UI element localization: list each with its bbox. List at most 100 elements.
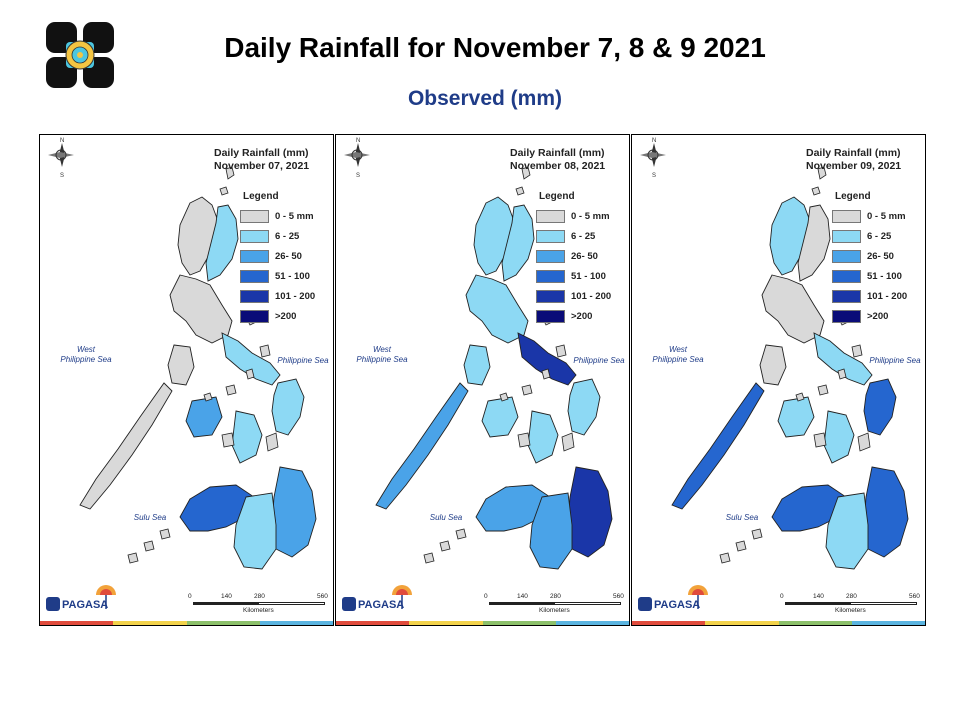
stripe-segment (778, 621, 852, 625)
minor-island (221, 432, 235, 448)
compass-s-label: S (356, 173, 360, 179)
scale-tick-label: 0 (188, 593, 192, 600)
legend-label: 0 - 5 mm (571, 211, 610, 222)
minor-island (265, 432, 279, 452)
color-stripe (632, 621, 925, 625)
minor-island (857, 432, 871, 452)
pagasa-emblem-icon (638, 585, 708, 611)
stripe-segment (632, 621, 706, 625)
legend-swatch (240, 290, 269, 303)
legend-item: 26- 50 (240, 249, 330, 265)
region-samar (271, 378, 305, 436)
legend-label: 51 - 100 (275, 271, 310, 282)
minor-island (555, 344, 567, 358)
minor-island (127, 552, 139, 564)
stripe-segment (851, 621, 925, 625)
philippines-map: NS (640, 138, 909, 570)
region-cagayan-valley (797, 204, 831, 282)
legend-label: 26- 50 (867, 251, 894, 262)
stripe-segment (705, 621, 779, 625)
scale-tick-label: 280 (254, 593, 265, 600)
legend-label: 101 - 200 (867, 291, 908, 302)
compass-n-label: N (652, 138, 656, 144)
legend-title: Legend (243, 191, 279, 202)
compass-icon (48, 143, 74, 167)
minor-island (225, 166, 235, 180)
scale-bar-graphic (489, 602, 621, 605)
minor-island (541, 368, 551, 380)
stripe-segment (186, 621, 260, 625)
minor-island (515, 186, 525, 196)
sea-label-west: West Philippine Sea (60, 345, 112, 364)
stripe-segment (555, 621, 629, 625)
legend-swatch (240, 250, 269, 263)
legend-item: 51 - 100 (536, 269, 626, 285)
panel-title: Daily Rainfall (mm) November 08, 2021 (510, 147, 606, 172)
legend-title: Legend (835, 191, 871, 202)
pagasa-wordmark: PAGASA (62, 599, 109, 611)
region-cagayan-valley (501, 204, 535, 282)
scale-tick-label: 140 (517, 593, 528, 600)
region-luzon-central (761, 274, 825, 344)
pagasa-emblem-icon (46, 585, 116, 611)
legend-item: 6 - 25 (240, 229, 330, 245)
legend-swatch (240, 230, 269, 243)
minor-island (817, 384, 829, 396)
legend-label: 51 - 100 (571, 271, 606, 282)
region-mindoro (167, 344, 195, 386)
scale-tick-label: 0 (484, 593, 488, 600)
stripe-segment (40, 621, 114, 625)
stripe-segment (409, 621, 483, 625)
legend-item: 101 - 200 (240, 289, 330, 305)
region-panay (481, 396, 519, 438)
legend-swatch (240, 270, 269, 283)
sea-label-east: Philippine Sea (573, 356, 625, 365)
region-mindanao-west (179, 484, 255, 532)
minor-island (259, 344, 271, 358)
sea-label-east: Philippine Sea (277, 356, 329, 365)
compass-n-label: N (60, 138, 64, 144)
minor-island (245, 368, 255, 380)
legend-label: 101 - 200 (571, 291, 612, 302)
minor-island (561, 432, 575, 452)
minor-island (159, 528, 171, 540)
legend-swatch (240, 310, 269, 323)
sea-label-west: West Philippine Sea (356, 345, 408, 364)
minor-island (225, 384, 237, 396)
sea-label-east: Philippine Sea (869, 356, 921, 365)
region-panay (185, 396, 223, 438)
legend-item: 101 - 200 (832, 289, 922, 305)
legend-swatch (536, 250, 565, 263)
philippines-map: NS (344, 138, 613, 570)
legend-item: 101 - 200 (536, 289, 626, 305)
region-mindanao-west (475, 484, 551, 532)
region-palawan (671, 382, 765, 510)
region-luzon-central (465, 274, 529, 344)
region-panay (777, 396, 815, 438)
color-stripe (40, 621, 333, 625)
legend-label: 51 - 100 (867, 271, 902, 282)
minor-island (455, 528, 467, 540)
minor-island (851, 344, 863, 358)
pagasa-logo: PAGASA (636, 583, 716, 619)
legend-swatch (536, 270, 565, 283)
region-cagayan-valley (205, 204, 239, 282)
region-negros (823, 410, 855, 464)
philippines-map: NS (48, 138, 317, 570)
scale-bar-graphic (785, 602, 917, 605)
scale-tick-label: 560 (909, 593, 920, 600)
legend-label: 6 - 25 (275, 231, 300, 242)
legend-item: 0 - 5 mm (240, 209, 330, 225)
minor-island (499, 392, 509, 402)
region-luzon-central (169, 274, 233, 344)
minor-island (423, 552, 435, 564)
region-mindoro (759, 344, 787, 386)
legend-swatch (536, 210, 565, 223)
legend-swatch (832, 290, 861, 303)
legend-swatch (832, 270, 861, 283)
minor-island (517, 432, 531, 448)
minor-island (521, 166, 531, 180)
